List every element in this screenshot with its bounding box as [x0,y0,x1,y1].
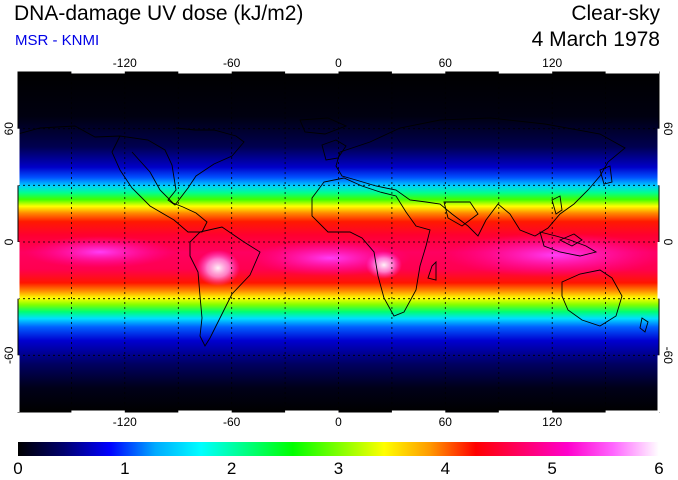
date-label: 4 March 1978 [531,28,660,51]
colorbar-tick-0: 0 [13,459,23,478]
lat-label-left-1: 60 [2,122,16,136]
condition-label: Clear-sky [571,2,660,25]
lon-label-bottom-3: 0 [335,415,342,429]
lat-label-right-3: -60 [661,347,675,365]
lon-label-top-3: 0 [335,56,342,70]
lat-label-right-2: 0 [661,239,675,246]
title: DNA-damage UV dose (kJ/m2) [14,2,304,25]
uv-dose-map: -120 -60 0 60 120 -120 -60 0 60 120 60 0… [2,56,675,429]
lon-label-bottom-2: -60 [223,415,241,429]
lon-label-bottom-1: -120 [113,415,137,429]
lon-label-top-4: 60 [439,56,453,70]
lon-label-top-1: -120 [113,56,137,70]
colorbar-tick-3: 3 [333,459,344,478]
colorbar-tick-4: 4 [440,459,451,478]
peak-dose-africa [366,251,402,279]
colorbar-tick-2: 2 [226,459,237,478]
high-dose-region-pacific [25,236,175,268]
map-frame [16,70,661,414]
lat-label-left-2: 0 [2,238,16,245]
high-dose-region-indian-ocean [445,233,659,277]
lon-label-top-5: 120 [542,56,562,70]
colorbar-tick-1: 1 [120,459,130,478]
lat-label-left-3: -60 [2,346,16,364]
source-label: MSR - KNMI [15,32,100,49]
colorbar-tick-6: 6 [654,459,664,478]
lon-label-bottom-5: 120 [542,415,562,429]
peak-dose-south-america [196,250,240,286]
lon-label-top-2: -60 [223,56,241,70]
lon-label-bottom-4: 60 [439,415,453,429]
graticule [18,72,659,412]
colorbar-tick-5: 5 [547,459,557,478]
coastlines [18,117,649,347]
colorbar [18,442,659,456]
lat-label-right-1: 60 [661,122,675,136]
